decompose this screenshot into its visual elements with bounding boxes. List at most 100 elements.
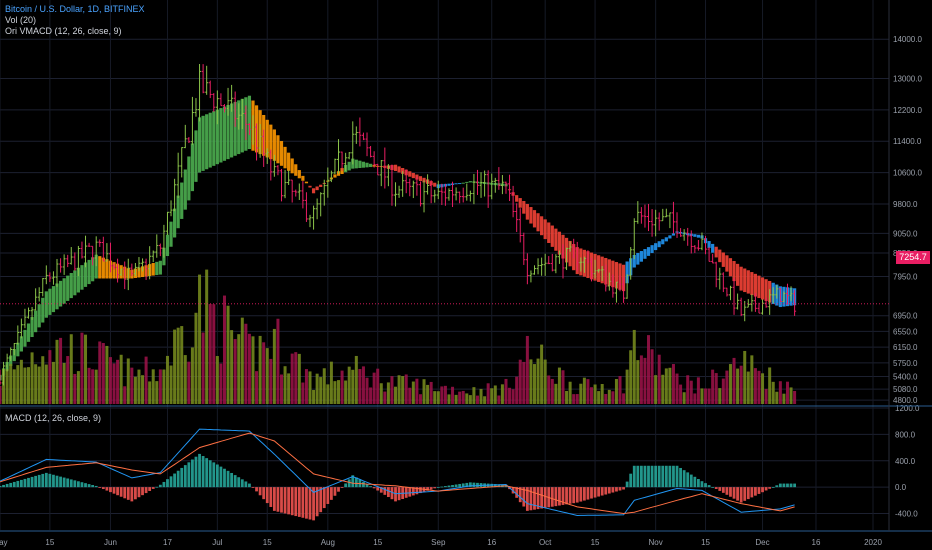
volume-bar — [23, 367, 27, 404]
ribbon-segment — [287, 152, 291, 171]
volume-bar — [219, 363, 223, 404]
volume-bar — [557, 367, 561, 404]
volume-bar — [550, 378, 554, 404]
macd-histogram-bar — [16, 480, 20, 488]
macd-histogram-bar — [230, 472, 234, 488]
volume-bar — [675, 373, 679, 404]
macd-histogram-bar — [201, 456, 205, 488]
ribbon-segment — [554, 228, 558, 251]
price-tick-label: 9800.0 — [893, 200, 918, 209]
price-candles — [0, 63, 797, 386]
ribbon-segment — [304, 181, 309, 184]
macd-histogram-bar — [664, 465, 668, 488]
macd-histogram-bar — [732, 487, 736, 499]
volume-bar — [522, 361, 526, 404]
macd-histogram-bar — [771, 487, 775, 488]
ribbon-segment — [201, 115, 205, 171]
volume-bar — [84, 334, 88, 404]
macd-histogram-bar — [5, 483, 9, 488]
macd-histogram-bar — [629, 473, 633, 488]
volume-bar — [304, 369, 308, 404]
macd-histogram-bar — [739, 487, 743, 503]
volume-bar — [443, 385, 447, 404]
macd-histogram-bar — [590, 487, 593, 499]
volume-bar — [422, 379, 426, 404]
legend-macd: MACD (12, 26, close, 9) — [5, 413, 102, 423]
ribbon-segment — [721, 252, 725, 267]
volume-bar — [451, 386, 455, 404]
macd-histogram-bar — [148, 487, 152, 491]
macd-histogram-bar — [444, 486, 447, 488]
macd-histogram-bar — [515, 487, 519, 498]
macd-histogram-bar — [34, 475, 38, 488]
macd-histogram-bar — [522, 487, 526, 507]
macd-histogram-bar — [693, 476, 697, 488]
macd-histogram-bar — [408, 487, 412, 497]
volume-bar — [529, 359, 533, 404]
macd-histogram-bar — [344, 483, 348, 488]
ribbon-segment — [183, 169, 187, 210]
ribbon-segment — [522, 201, 526, 214]
volume-bar — [468, 395, 472, 404]
price-tick-label: 14000.0 — [893, 35, 922, 44]
volume-bar — [344, 380, 348, 404]
ribbon-segment — [739, 266, 743, 291]
volume-bar — [614, 378, 618, 404]
volume-bar — [426, 384, 430, 404]
macd-legend[interactable]: MACD (12, 26, close, 9) — [5, 413, 101, 424]
price-tick-label: 5400.0 — [893, 373, 918, 382]
price-tick-label: 10600.0 — [893, 169, 922, 178]
macd-histogram-bar — [468, 482, 472, 488]
ribbon-segment — [515, 195, 519, 202]
macd-histogram-bar — [386, 487, 390, 498]
volume-bar — [511, 389, 515, 404]
volume-bar — [386, 382, 390, 404]
volume-bar — [162, 369, 166, 404]
macd-histogram-bar — [440, 486, 444, 488]
legend-volume[interactable]: Vol (20) — [5, 15, 37, 25]
macd-histogram-bar — [301, 487, 305, 518]
ribbon-segment — [194, 130, 198, 182]
volume-bar — [212, 304, 216, 404]
macd-histogram-bar — [258, 487, 262, 496]
volume-bar — [247, 333, 251, 404]
macd-histogram-bar — [255, 487, 258, 492]
ribbon-segment — [760, 277, 765, 300]
ribbon-segment — [711, 243, 715, 253]
ribbon-segment — [632, 254, 636, 268]
volume-bar — [554, 383, 558, 404]
ribbon-segment — [197, 117, 202, 173]
macd-histogram-bar — [119, 487, 123, 497]
volume-bar — [404, 374, 408, 404]
price-tick-label: 5080.0 — [893, 385, 918, 394]
ribbon-segment — [718, 249, 722, 263]
ribbon-segment — [290, 158, 294, 174]
volume-bar — [618, 376, 622, 404]
volume-bar — [183, 355, 187, 404]
macd-histogram-bar — [704, 483, 707, 488]
volume-bar — [433, 391, 437, 404]
ribbon-segment — [365, 162, 369, 168]
macd-histogram-bar — [572, 487, 576, 504]
macd-histogram-bar — [48, 473, 52, 488]
macd-histogram-bar — [130, 487, 134, 502]
legend-vmacd[interactable]: Ori VMACD (12, 26, close, 9) — [5, 26, 122, 36]
macd-histogram-bar — [30, 476, 34, 488]
legend-symbol-title[interactable]: Bitcoin / U.S. Dollar, 1D, BITFINEX — [5, 4, 145, 14]
volume-bar — [768, 367, 772, 404]
price-tick-label: 6150.0 — [893, 343, 918, 352]
ribbon-segment — [525, 203, 529, 220]
macd-tick-label: 400.0 — [895, 457, 916, 466]
macd-tick-label: 800.0 — [895, 430, 916, 439]
volume-bar — [679, 384, 683, 404]
macd-line — [0, 428, 795, 517]
macd-histogram-bar — [69, 479, 73, 488]
ribbon-segment — [247, 95, 252, 150]
ribbon-segment — [458, 183, 462, 185]
ribbon-segment — [297, 170, 301, 179]
macd-histogram-bar — [283, 487, 287, 514]
volume-bar — [532, 364, 536, 404]
ribbon-segment — [368, 163, 373, 168]
macd-histogram-bar — [141, 487, 144, 496]
macd-histogram-bar — [754, 487, 757, 496]
